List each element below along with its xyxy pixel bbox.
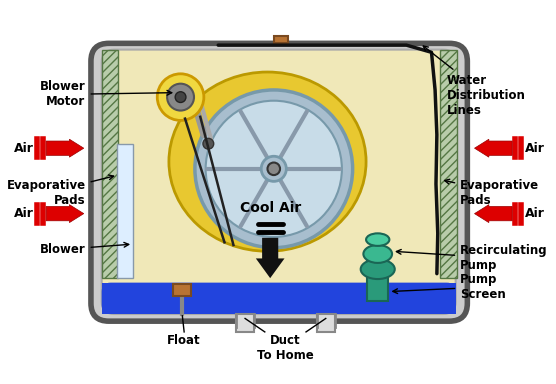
Bar: [236, 314, 254, 332]
FancyBboxPatch shape: [102, 50, 456, 314]
Circle shape: [167, 84, 194, 111]
Bar: [317, 314, 335, 332]
Text: Air: Air: [14, 207, 33, 220]
Text: Evaporative
Pads: Evaporative Pads: [7, 175, 113, 207]
Circle shape: [157, 74, 204, 121]
Circle shape: [267, 162, 280, 175]
Bar: [102, 283, 456, 314]
Text: Float: Float: [167, 334, 201, 347]
Text: Blower
Motor: Blower Motor: [40, 80, 172, 108]
Text: Air: Air: [14, 142, 33, 155]
Bar: [440, 50, 456, 278]
Text: Blower: Blower: [40, 242, 129, 256]
Text: Cool Air: Cool Air: [240, 202, 301, 215]
Circle shape: [261, 156, 286, 181]
FancyArrow shape: [256, 238, 285, 278]
Ellipse shape: [364, 245, 392, 263]
Ellipse shape: [361, 259, 395, 279]
Text: Evaporative
Pads: Evaporative Pads: [445, 179, 539, 207]
Bar: [102, 50, 118, 278]
Circle shape: [203, 138, 214, 149]
Ellipse shape: [366, 233, 389, 246]
Circle shape: [206, 101, 342, 237]
Text: Air: Air: [525, 142, 544, 155]
Bar: [367, 260, 389, 301]
FancyArrow shape: [474, 205, 512, 223]
Text: Pump
Screen: Pump Screen: [393, 273, 506, 301]
Circle shape: [175, 92, 186, 103]
Bar: [117, 144, 133, 278]
Ellipse shape: [169, 72, 366, 251]
Text: Air: Air: [525, 207, 544, 220]
FancyBboxPatch shape: [91, 43, 468, 321]
Bar: [274, 36, 288, 43]
Bar: [173, 283, 191, 296]
FancyArrow shape: [474, 139, 512, 157]
FancyBboxPatch shape: [102, 283, 456, 314]
Text: Duct
To Home: Duct To Home: [257, 334, 314, 362]
Text: Recirculating
Pump: Recirculating Pump: [396, 245, 548, 272]
Circle shape: [195, 90, 353, 248]
FancyArrow shape: [46, 205, 84, 223]
FancyArrow shape: [46, 139, 84, 157]
Text: Water
Distribution
Lines: Water Distribution Lines: [423, 46, 525, 117]
